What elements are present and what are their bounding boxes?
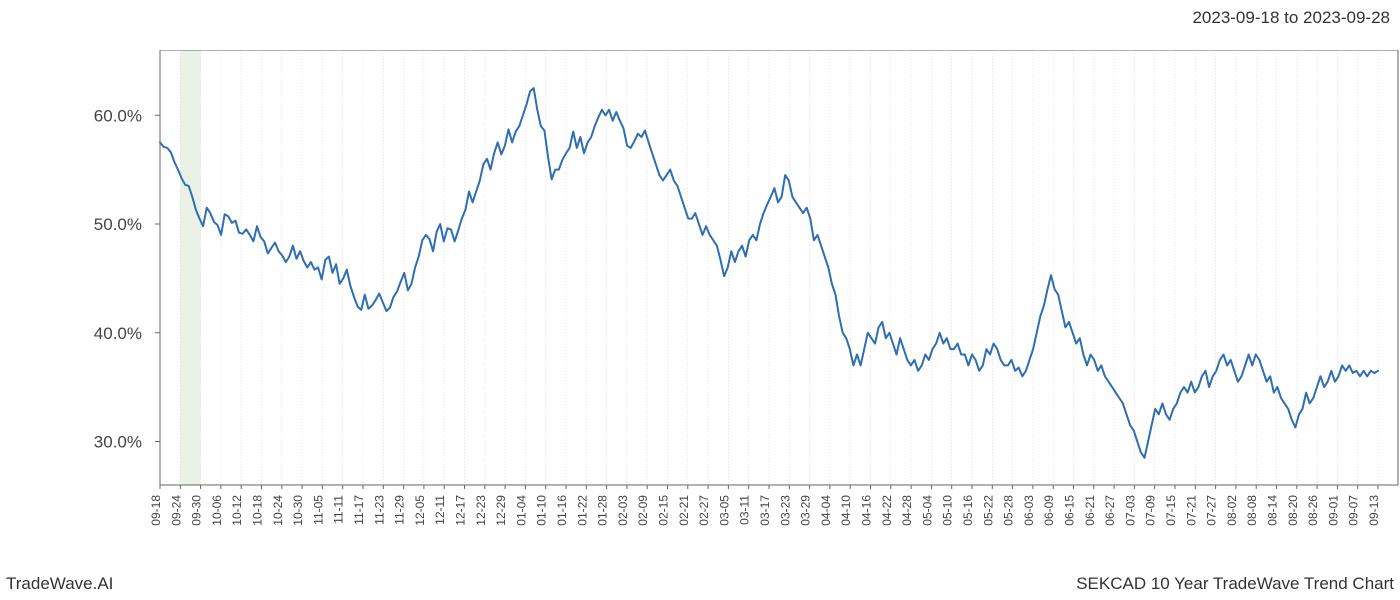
x-tick-label: 02-21	[677, 495, 691, 526]
x-tick-label: 05-28	[1002, 495, 1016, 526]
x-tick-label: 04-16	[860, 495, 874, 526]
x-tick-label: 05-04	[920, 495, 934, 526]
x-tick-label: 05-10	[941, 495, 955, 526]
x-tick-label: 11-17	[352, 495, 366, 525]
x-tick-label: 04-10	[839, 495, 853, 526]
trend-chart: 30.0% 40.0% 50.0% 60.0% 09-18 09-24 09-30 10-06…	[0, 50, 1400, 600]
x-tick-label: 04-22	[880, 495, 894, 526]
x-tick-label: 09-01	[1326, 495, 1340, 526]
x-tick-label: 10-24	[271, 495, 285, 526]
x-tick-label: 12-05	[413, 495, 427, 526]
x-tick-label: 06-09	[1042, 495, 1056, 526]
highlight-band	[180, 50, 200, 485]
x-tick-label: 02-15	[657, 495, 671, 526]
x-tick-label: 06-21	[1083, 495, 1097, 526]
x-tick-label: 06-15	[1063, 495, 1077, 526]
x-tick-label: 08-20	[1286, 495, 1300, 526]
x-tick-label: 07-15	[1164, 495, 1178, 526]
brand-label: TradeWave.AI	[6, 574, 113, 594]
y-tick-label: 30.0%	[94, 433, 142, 452]
x-tick-label: 08-26	[1306, 495, 1320, 526]
x-tick-label: 08-14	[1266, 495, 1280, 526]
x-tick-label: 05-16	[961, 495, 975, 526]
x-tick-label: 09-24	[169, 495, 183, 526]
chart-area: 30.0% 40.0% 50.0% 60.0% 09-18 09-24 09-30 10-06…	[0, 50, 1400, 550]
x-tick-label: 01-04	[514, 495, 528, 526]
x-tick-label: 09-18	[149, 495, 163, 526]
x-tick-label: 12-11	[433, 495, 447, 525]
x-tick-label: 11-05	[311, 495, 325, 525]
x-tick-label: 10-12	[230, 495, 244, 526]
x-tick-label: 02-09	[636, 495, 650, 526]
x-tick-label: 11-23	[372, 495, 386, 525]
x-tick-label: 06-03	[1022, 495, 1036, 526]
x-tick-label: 03-29	[799, 495, 813, 526]
x-tick-label: 01-22	[575, 495, 589, 526]
x-tick-label: 07-09	[1144, 495, 1158, 526]
x-tick-label: 02-27	[697, 495, 711, 526]
x-tick-label: 11-11	[332, 495, 346, 524]
x-tick-label: 03-17	[758, 495, 772, 526]
x-tick-label: 10-06	[210, 495, 224, 526]
x-tick-label: 08-08	[1245, 495, 1259, 526]
x-tick-label: 03-11	[738, 495, 752, 525]
x-tick-label: 09-13	[1367, 495, 1381, 526]
y-tick-label: 60.0%	[94, 106, 142, 125]
x-tick-label: 07-21	[1184, 495, 1198, 526]
y-tick-label: 40.0%	[94, 324, 142, 343]
plot-border	[160, 50, 1398, 485]
x-tick-label: 12-29	[494, 495, 508, 526]
x-tick-label: 07-27	[1205, 495, 1219, 526]
x-tick-label: 06-27	[1103, 495, 1117, 526]
x-tick-label: 04-04	[819, 495, 833, 526]
x-tick-label: 12-23	[474, 495, 488, 526]
x-tick-label: 10-18	[251, 495, 265, 526]
x-tick-label: 01-16	[555, 495, 569, 526]
x-tick-label: 12-17	[454, 495, 468, 526]
x-tick-label: 05-22	[981, 495, 995, 526]
x-tick-label: 08-02	[1225, 495, 1239, 526]
chart-title: SEKCAD 10 Year TradeWave Trend Chart	[1076, 574, 1394, 594]
x-tick-label: 01-28	[596, 495, 610, 526]
y-tick-label: 50.0%	[94, 215, 142, 234]
x-tick-label: 01-10	[535, 495, 549, 526]
x-tick-label: 07-03	[1123, 495, 1137, 526]
x-tick-label: 04-28	[900, 495, 914, 526]
x-tick-label: 11-29	[393, 495, 407, 525]
date-range-label: 2023-09-18 to 2023-09-28	[1192, 8, 1390, 28]
x-tick-label: 09-07	[1347, 495, 1361, 526]
x-tick-label: 03-05	[717, 495, 731, 526]
x-tick-label: 02-03	[616, 495, 630, 526]
x-tick-label: 09-30	[190, 495, 204, 526]
x-tick-label: 10-30	[291, 495, 305, 526]
x-tick-label: 03-23	[778, 495, 792, 526]
